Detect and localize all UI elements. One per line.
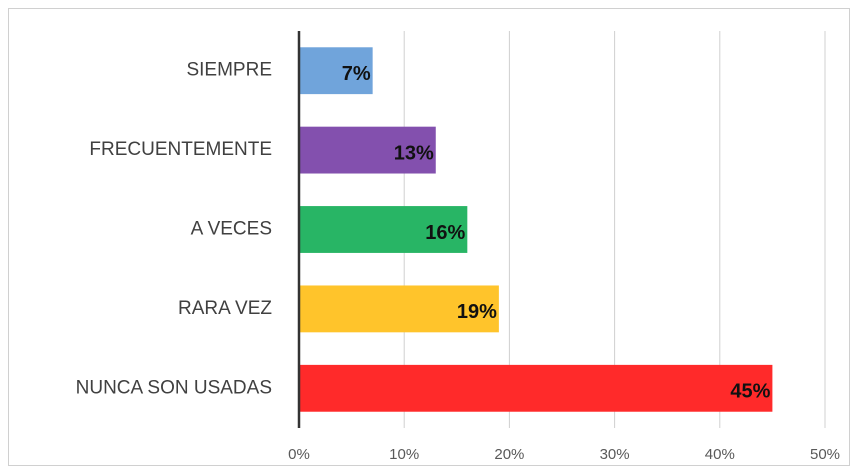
data-label: 19%	[457, 301, 497, 323]
y-tick-label: FRECUENTEMENTE	[89, 139, 272, 160]
x-tick-label: 30%	[600, 446, 630, 463]
bar	[299, 206, 468, 253]
x-tick-label: 20%	[494, 446, 524, 463]
x-tick-label: 0%	[288, 446, 310, 463]
y-tick-label: RARA VEZ	[178, 298, 272, 319]
y-tick-label: NUNCA SON USADAS	[76, 377, 272, 398]
bar	[299, 126, 436, 174]
data-label: 16%	[425, 222, 465, 244]
data-label: 45%	[730, 381, 770, 403]
bar	[299, 47, 373, 95]
x-tick-label: 40%	[705, 446, 735, 463]
x-tick-label: 10%	[389, 446, 419, 463]
bar	[299, 364, 773, 412]
bar	[299, 285, 499, 333]
y-tick-label: A VECES	[191, 219, 272, 240]
data-label: 13%	[394, 142, 434, 164]
x-tick-label: 50%	[810, 446, 840, 463]
data-label: 7%	[342, 63, 371, 85]
y-tick-label: SIEMPRE	[186, 60, 272, 81]
